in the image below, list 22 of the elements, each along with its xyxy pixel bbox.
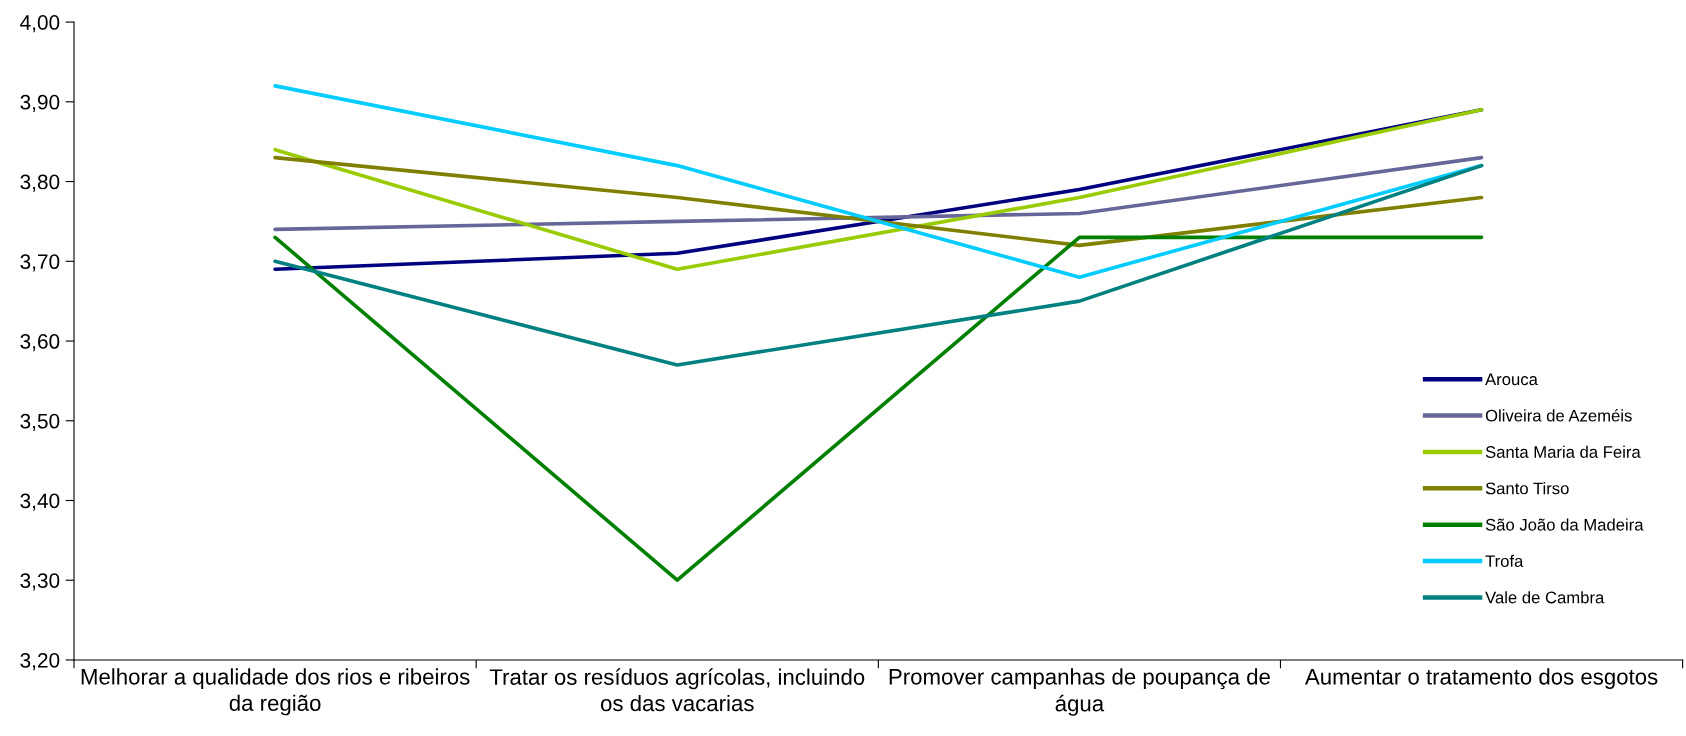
- x-tick-label: Tratar os resíduos agrícolas, incluindo os das vacarias: [489, 668, 865, 712]
- x-tick-label: Melhorar a qualidade dos rios e ribeiros da região: [81, 668, 470, 716]
- legend-label: Trofa: [1485, 554, 1524, 568]
- y-tick-label: 3,40: [20, 493, 60, 511]
- y-tick-label: 3,70: [20, 254, 60, 272]
- y-tick-label: 3,20: [20, 652, 60, 671]
- x-tick-label: Aumentar o tratamento dos esgotos: [1304, 668, 1658, 690]
- legend-label: Santa Maria da Feira: [1485, 445, 1641, 458]
- line-series: [273, 163, 1484, 367]
- legend-label: Arouca: [1485, 373, 1538, 386]
- legend-label: São João da Madeira: [1485, 518, 1644, 531]
- y-tick-label: 3,90: [20, 94, 60, 113]
- legend-label: Oliveira de Azeméis: [1485, 409, 1632, 422]
- y-tick-label: 3,80: [20, 174, 60, 192]
- legend-label: Santo Tirso: [1485, 482, 1569, 495]
- y-tick-label: 4,00: [20, 15, 60, 33]
- x-tick-label: Promover campanhas de poupança de água: [889, 668, 1270, 716]
- y-tick-label: 3,60: [20, 334, 60, 352]
- legend-label: Vale de Cambra: [1485, 591, 1605, 604]
- y-tick-label: 3,30: [20, 573, 60, 591]
- y-tick-label: 3,50: [20, 413, 60, 431]
- line-series: [273, 155, 1484, 232]
